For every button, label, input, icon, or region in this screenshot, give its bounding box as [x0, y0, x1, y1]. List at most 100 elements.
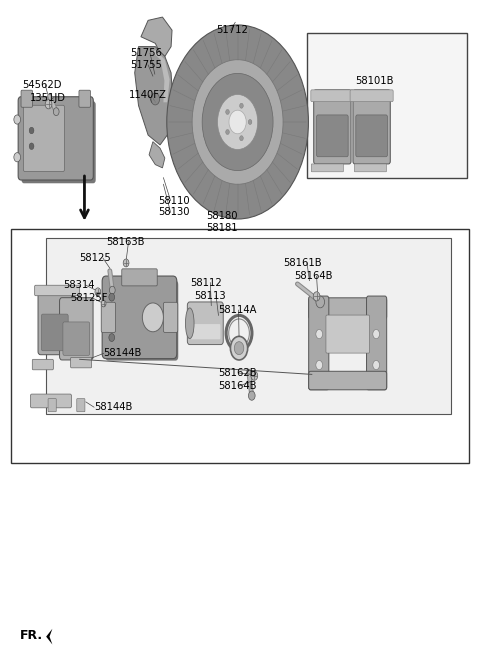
Text: 58113: 58113: [194, 290, 226, 301]
Circle shape: [167, 25, 309, 219]
Text: 58181: 58181: [206, 223, 238, 233]
Circle shape: [29, 127, 34, 134]
Text: FR.: FR.: [20, 629, 43, 642]
FancyBboxPatch shape: [311, 90, 354, 102]
FancyBboxPatch shape: [102, 276, 177, 359]
FancyBboxPatch shape: [356, 115, 387, 157]
Text: 58114A: 58114A: [218, 305, 257, 315]
FancyBboxPatch shape: [312, 164, 343, 172]
FancyBboxPatch shape: [353, 90, 390, 164]
Text: 58125F: 58125F: [70, 293, 108, 304]
Text: 58125: 58125: [80, 254, 111, 263]
Circle shape: [316, 296, 324, 308]
Text: 1351JD: 1351JD: [29, 93, 65, 102]
Text: 58161B: 58161B: [283, 258, 322, 268]
FancyBboxPatch shape: [187, 302, 223, 344]
FancyBboxPatch shape: [38, 289, 72, 355]
Circle shape: [240, 136, 243, 141]
FancyBboxPatch shape: [32, 359, 53, 370]
Circle shape: [101, 300, 106, 307]
Polygon shape: [46, 629, 52, 645]
Circle shape: [109, 293, 115, 301]
FancyBboxPatch shape: [41, 314, 68, 351]
FancyBboxPatch shape: [63, 322, 90, 355]
Circle shape: [226, 110, 229, 114]
FancyBboxPatch shape: [367, 296, 387, 390]
Circle shape: [373, 361, 380, 370]
FancyBboxPatch shape: [71, 357, 92, 368]
FancyBboxPatch shape: [79, 90, 90, 107]
Text: 58101B: 58101B: [355, 76, 394, 85]
Circle shape: [230, 336, 248, 360]
FancyBboxPatch shape: [326, 315, 370, 353]
Circle shape: [313, 292, 320, 301]
Circle shape: [192, 60, 283, 184]
Circle shape: [29, 143, 34, 150]
Circle shape: [202, 74, 273, 171]
Circle shape: [14, 115, 21, 124]
Circle shape: [234, 342, 244, 355]
Bar: [46, 238, 451, 414]
Text: 54562D: 54562D: [22, 79, 62, 89]
Text: 51712: 51712: [216, 25, 248, 35]
Polygon shape: [141, 17, 172, 57]
Text: 58110: 58110: [158, 196, 190, 206]
Text: 58163B: 58163B: [106, 237, 144, 247]
Text: 58112: 58112: [190, 278, 221, 288]
FancyBboxPatch shape: [60, 298, 93, 360]
Circle shape: [251, 371, 258, 380]
FancyBboxPatch shape: [190, 324, 220, 339]
FancyBboxPatch shape: [77, 399, 85, 412]
Text: 58164B: 58164B: [295, 271, 333, 281]
Circle shape: [226, 129, 229, 135]
Circle shape: [109, 286, 115, 294]
FancyBboxPatch shape: [309, 298, 387, 319]
FancyBboxPatch shape: [354, 164, 386, 172]
FancyBboxPatch shape: [317, 115, 348, 157]
Text: 58144B: 58144B: [94, 402, 132, 412]
Circle shape: [45, 100, 52, 109]
FancyBboxPatch shape: [314, 90, 351, 164]
Text: 58144B: 58144B: [104, 348, 142, 359]
Text: 1140FZ: 1140FZ: [129, 90, 167, 100]
Polygon shape: [149, 142, 165, 168]
Bar: [11, 229, 469, 463]
Circle shape: [151, 93, 159, 105]
FancyBboxPatch shape: [309, 296, 329, 390]
FancyBboxPatch shape: [309, 371, 387, 390]
FancyBboxPatch shape: [18, 97, 93, 180]
Circle shape: [248, 120, 252, 124]
Circle shape: [316, 361, 323, 370]
FancyBboxPatch shape: [21, 90, 33, 107]
Bar: [307, 34, 468, 177]
Text: 58164B: 58164B: [218, 381, 257, 391]
Text: 51755: 51755: [130, 60, 162, 70]
Circle shape: [143, 303, 163, 332]
FancyBboxPatch shape: [22, 101, 96, 183]
Text: 58180: 58180: [206, 211, 238, 221]
FancyBboxPatch shape: [106, 281, 178, 361]
Text: 58130: 58130: [158, 208, 190, 217]
Text: 58162B: 58162B: [218, 368, 257, 378]
Circle shape: [109, 334, 115, 342]
Polygon shape: [135, 47, 173, 145]
FancyBboxPatch shape: [30, 394, 72, 408]
Circle shape: [14, 152, 21, 162]
Circle shape: [249, 391, 255, 400]
FancyBboxPatch shape: [35, 285, 80, 296]
Circle shape: [217, 95, 258, 150]
FancyBboxPatch shape: [122, 269, 157, 286]
Circle shape: [95, 288, 101, 296]
Ellipse shape: [185, 308, 194, 338]
Polygon shape: [152, 50, 169, 102]
Circle shape: [373, 329, 380, 338]
Circle shape: [240, 103, 243, 108]
FancyBboxPatch shape: [24, 105, 64, 171]
Circle shape: [123, 259, 129, 267]
Circle shape: [316, 329, 323, 338]
Circle shape: [53, 108, 59, 116]
Text: 58314: 58314: [63, 281, 95, 290]
FancyBboxPatch shape: [350, 90, 393, 102]
Text: 51756: 51756: [130, 48, 162, 58]
Circle shape: [229, 110, 246, 134]
